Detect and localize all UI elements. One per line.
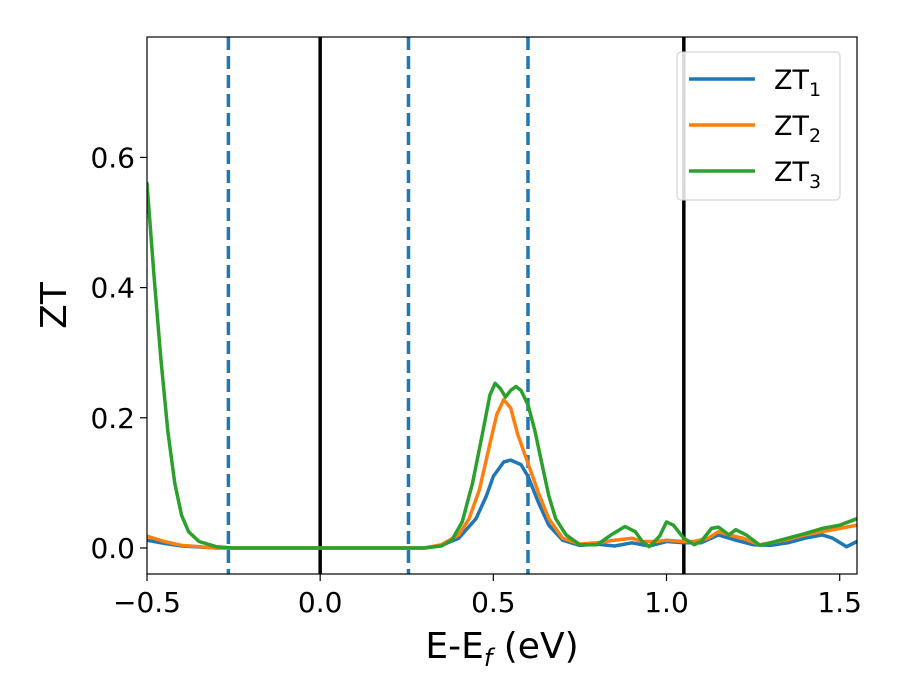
reference-lines	[226, 37, 686, 574]
x-tick-label: 0.5	[471, 586, 516, 619]
y-tick-label: 0.2	[90, 402, 135, 435]
legend: ZT1 ZT2 ZT3	[676, 51, 841, 201]
legend-label-zt1: ZT1	[774, 65, 821, 101]
legend-label-zt2: ZT2	[774, 111, 821, 147]
plot-frame	[146, 36, 858, 575]
y-tick-label: 0.0	[90, 532, 135, 565]
series-line-zt3	[147, 181, 857, 550]
y-tick-label: 0.4	[90, 272, 135, 305]
x-tick-label: 1.0	[644, 586, 689, 619]
y-axis: 0.0 0.2 0.4 0.6	[90, 141, 147, 565]
legend-box	[676, 51, 841, 201]
x-axis-label-unit-text: (eV)	[504, 626, 579, 667]
y-axis-label: ZT	[34, 281, 75, 329]
x-axis-label: E-Ef (eV)	[425, 626, 578, 672]
x-tick-label: 1.5	[817, 586, 862, 619]
x-tick-label: 0.0	[298, 586, 343, 619]
x-axis: −0.5 0.0 0.5 1.0 1.5	[113, 574, 862, 619]
series-line-zt1	[147, 458, 857, 550]
x-axis-label-unit	[492, 626, 503, 667]
y-tick-label: 0.6	[90, 141, 135, 174]
x-tick-label: −0.5	[113, 586, 181, 619]
x-axis-label-main: E-E	[425, 626, 483, 667]
series-layer	[147, 181, 857, 550]
legend-label-zt3: ZT3	[774, 157, 821, 193]
series-line-zt2	[147, 397, 857, 550]
